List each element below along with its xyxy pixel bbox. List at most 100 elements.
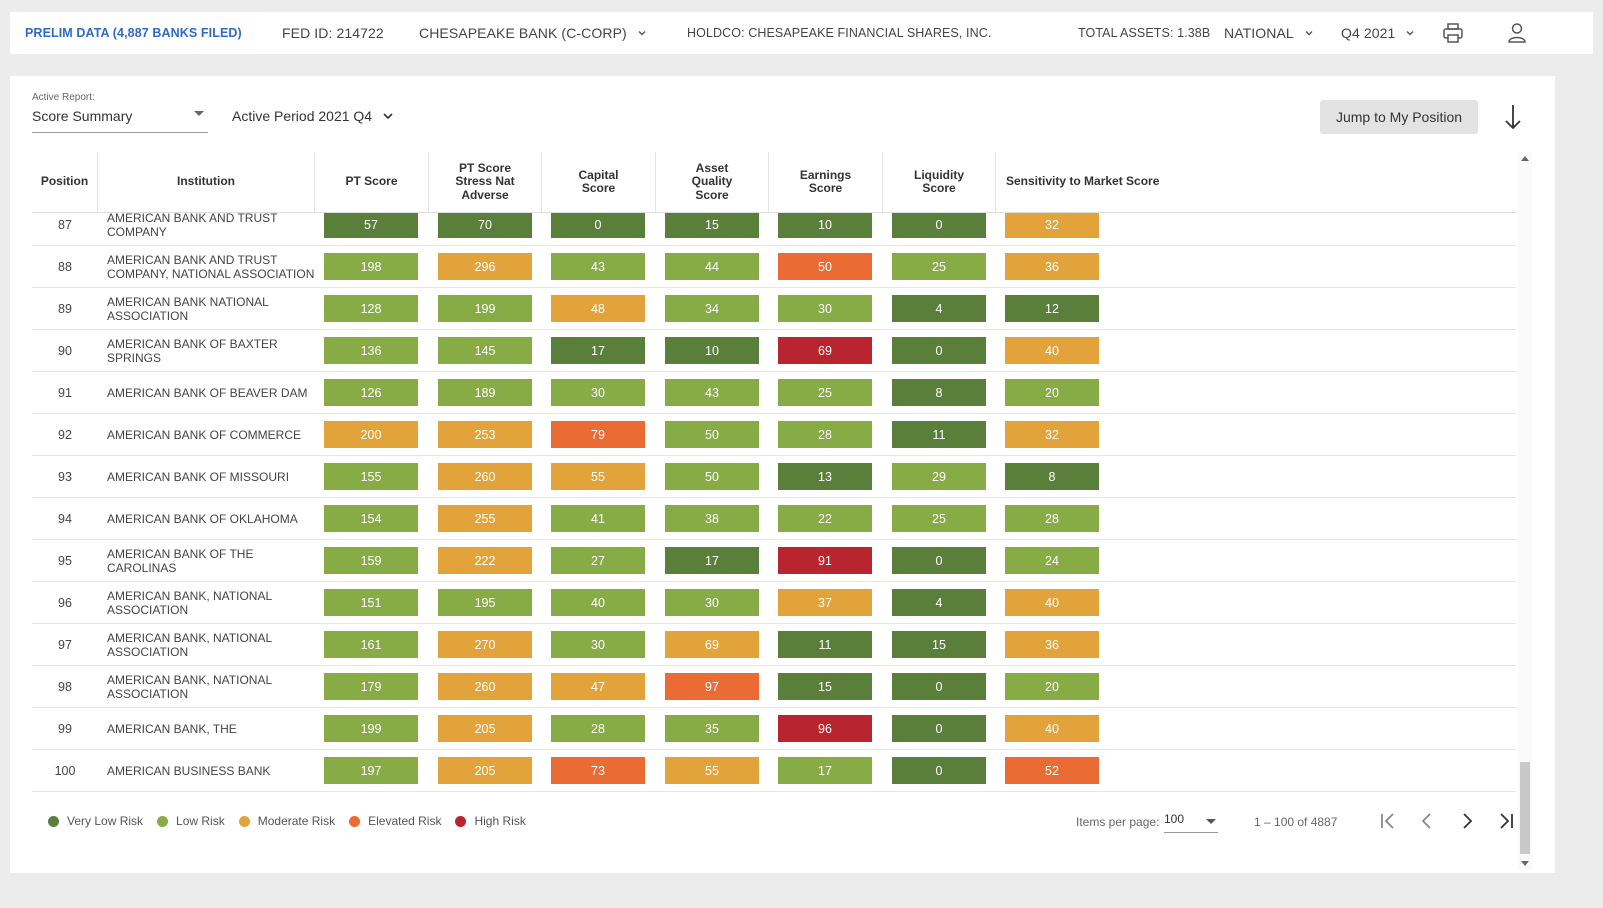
pt-stress-score-cell: 260 — [438, 673, 532, 700]
liquidity-score-cell: 0 — [892, 211, 986, 238]
pt-stress-score-cell: 189 — [438, 379, 532, 406]
institution-cell[interactable]: AMERICAN BANK AND TRUST COMPANY — [107, 211, 278, 239]
column-header-earnings[interactable]: Earnings Score — [769, 152, 883, 212]
sensitivity-score-cell: 24 — [1005, 547, 1099, 574]
position-cell: 90 — [58, 344, 72, 358]
legend-label: Elevated Risk — [368, 814, 442, 828]
table-row[interactable]: 100 AMERICAN BUSINESS BANK 197 205 73 55 17 0 52 — [32, 750, 1516, 792]
institution-cell[interactable]: AMERICAN BANK AND TRUST COMPANY, NATIONA… — [107, 253, 315, 281]
period-value: Q4 2021 — [1341, 25, 1396, 41]
scroll-up-icon[interactable] — [1521, 156, 1529, 161]
column-header-asset-quality[interactable]: Asset Quality Score — [656, 152, 769, 212]
score-table: Position Institution PT Score PT Score S… — [32, 152, 1516, 867]
jump-to-my-position-button[interactable]: Jump to My Position — [1320, 100, 1478, 134]
table-row[interactable]: 98 AMERICAN BANK, NATIONAL ASSOCIATION 179… — [32, 666, 1516, 708]
vertical-scrollbar[interactable] — [1518, 152, 1532, 870]
column-header-pt-stress[interactable]: PT Score Stress Nat Adverse — [429, 152, 542, 212]
earnings-score-cell: 28 — [778, 421, 872, 448]
legend-dot-icon — [157, 815, 169, 827]
chevron-down-icon — [1406, 31, 1414, 36]
previous-page-icon[interactable] — [1416, 810, 1438, 832]
table-header: Position Institution PT Score PT Score S… — [32, 152, 1516, 213]
table-row[interactable]: 90 AMERICAN BANK OF BAXTER SPRINGS 136 145 1… — [32, 330, 1516, 372]
earnings-score-cell: 96 — [778, 715, 872, 742]
table-row[interactable]: 89 AMERICAN BANK NATIONAL ASSOCIATION 128 1… — [32, 288, 1516, 330]
column-header-liquidity[interactable]: Liquidity Score — [883, 152, 996, 212]
institution-cell[interactable]: AMERICAN BANK, NATIONAL ASSOCIATION — [107, 589, 272, 617]
institution-cell[interactable]: AMERICAN BANK OF BAXTER SPRINGS — [107, 337, 278, 365]
period-selector[interactable]: Q4 2021 — [1341, 25, 1415, 41]
institution-cell[interactable]: AMERICAN BANK NATIONAL ASSOCIATION — [107, 295, 269, 323]
items-per-page-value: 100 — [1164, 812, 1185, 826]
sensitivity-score-cell: 40 — [1005, 337, 1099, 364]
institution-cell[interactable]: AMERICAN BANK OF OKLAHOMA — [107, 512, 298, 526]
capital-score-cell: 47 — [551, 673, 645, 700]
table-row[interactable]: 94 AMERICAN BANK OF OKLAHOMA 154 255 41 38 22 2… — [32, 498, 1516, 540]
liquidity-score-cell: 4 — [892, 589, 986, 616]
institution-cell[interactable]: AMERICAN BANK OF COMMERCE — [107, 428, 302, 442]
institution-cell[interactable]: AMERICAN BANK, NATIONAL ASSOCIATION — [107, 631, 272, 659]
fed-id: FED ID: 214722 — [282, 25, 384, 41]
legend-label: Moderate Risk — [257, 814, 336, 828]
table-row[interactable]: 93 AMERICAN BANK OF MISSOURI 155 260 55 50 13 2… — [32, 456, 1516, 498]
institution-cell[interactable]: AMERICAN BANK, NATIONAL ASSOCIATION — [107, 673, 272, 701]
institution-cell[interactable]: AMERICAN BANK, THE — [107, 722, 237, 736]
user-icon[interactable] — [1507, 22, 1527, 44]
table-row[interactable]: 99 AMERICAN BANK, THE 199 205 28 35 96 0 40 — [32, 708, 1516, 750]
earnings-score-cell: 37 — [778, 589, 872, 616]
table-row[interactable]: 95 AMERICAN BANK OF THE CAROLINAS 159 222 27… — [32, 540, 1516, 582]
institution-cell[interactable]: AMERICAN BANK OF THE CAROLINAS — [107, 547, 254, 575]
prelim-data-link[interactable]: PRELIM DATA (4,887 BANKS FILED) — [25, 26, 242, 40]
column-header-capital[interactable]: Capital Score — [542, 152, 656, 212]
pt-stress-score-cell: 296 — [438, 253, 532, 280]
column-header-institution[interactable]: Institution — [98, 152, 315, 212]
table-row[interactable]: 87 AMERICAN BANK AND TRUST COMPANY 57 70 0 15… — [32, 204, 1516, 246]
pt-stress-score-cell: 70 — [438, 211, 532, 238]
earnings-score-cell: 25 — [778, 379, 872, 406]
column-header-sensitivity[interactable]: Sensitivity to Market Score — [1006, 174, 1160, 189]
pt-score-cell: 126 — [324, 379, 418, 406]
table-row[interactable]: 96 AMERICAN BANK, NATIONAL ASSOCIATION 151… — [32, 582, 1516, 624]
liquidity-score-cell: 0 — [892, 757, 986, 784]
column-header-position[interactable]: Position — [32, 152, 98, 212]
pt-score-cell: 199 — [324, 715, 418, 742]
sensitivity-score-cell: 40 — [1005, 589, 1099, 616]
main-panel: Active Report: Score Summary Active Peri… — [10, 76, 1555, 873]
arrow-down-icon[interactable] — [1502, 102, 1524, 132]
scope-selector[interactable]: NATIONAL — [1224, 25, 1314, 41]
pt-stress-score-cell: 205 — [438, 757, 532, 784]
pt-stress-score-cell: 195 — [438, 589, 532, 616]
table-row[interactable]: 88 AMERICAN BANK AND TRUST COMPANY, NATIO… — [32, 246, 1516, 288]
items-per-page-select[interactable]: 100 — [1164, 812, 1218, 833]
sensitivity-score-cell: 32 — [1005, 421, 1099, 448]
active-report-label: Active Report: — [32, 92, 95, 103]
table-row[interactable]: 97 AMERICAN BANK, NATIONAL ASSOCIATION 161… — [32, 624, 1516, 666]
legend-dot-icon — [48, 815, 59, 827]
asset-quality-score-cell: 10 — [665, 337, 759, 364]
column-header-pt-score[interactable]: PT Score — [315, 152, 429, 212]
bank-selector[interactable]: CHESAPEAKE BANK (C-CORP) — [419, 25, 647, 41]
active-report-select[interactable]: Score Summary — [32, 108, 208, 133]
pt-score-cell: 161 — [324, 631, 418, 658]
institution-cell[interactable]: AMERICAN BANK OF BEAVER DAM — [107, 386, 308, 400]
printer-icon[interactable] — [1442, 22, 1464, 44]
legend-item: High Risk — [455, 814, 526, 828]
liquidity-score-cell: 0 — [892, 547, 986, 574]
capital-score-cell: 55 — [551, 463, 645, 490]
pt-stress-score-cell: 199 — [438, 295, 532, 322]
scrollbar-thumb[interactable] — [1520, 762, 1530, 854]
table-row[interactable]: 92 AMERICAN BANK OF COMMERCE 200 253 79 50 28 1… — [32, 414, 1516, 456]
institution-cell[interactable]: AMERICAN BANK OF MISSOURI — [107, 470, 290, 484]
active-period-selector[interactable]: Active Period 2021 Q4 — [232, 108, 394, 124]
table-row[interactable]: 91 AMERICAN BANK OF BEAVER DAM 126 189 30 43 2… — [32, 372, 1516, 414]
institution-cell[interactable]: AMERICAN BUSINESS BANK — [107, 764, 271, 778]
next-page-icon[interactable] — [1456, 810, 1478, 832]
first-page-icon[interactable] — [1377, 810, 1399, 832]
capital-score-cell: 28 — [551, 715, 645, 742]
last-page-icon[interactable] — [1495, 810, 1517, 832]
pt-score-cell: 155 — [324, 463, 418, 490]
liquidity-score-cell: 11 — [892, 421, 986, 448]
earnings-score-cell: 69 — [778, 337, 872, 364]
scroll-down-icon[interactable] — [1521, 861, 1529, 866]
capital-score-cell: 27 — [551, 547, 645, 574]
